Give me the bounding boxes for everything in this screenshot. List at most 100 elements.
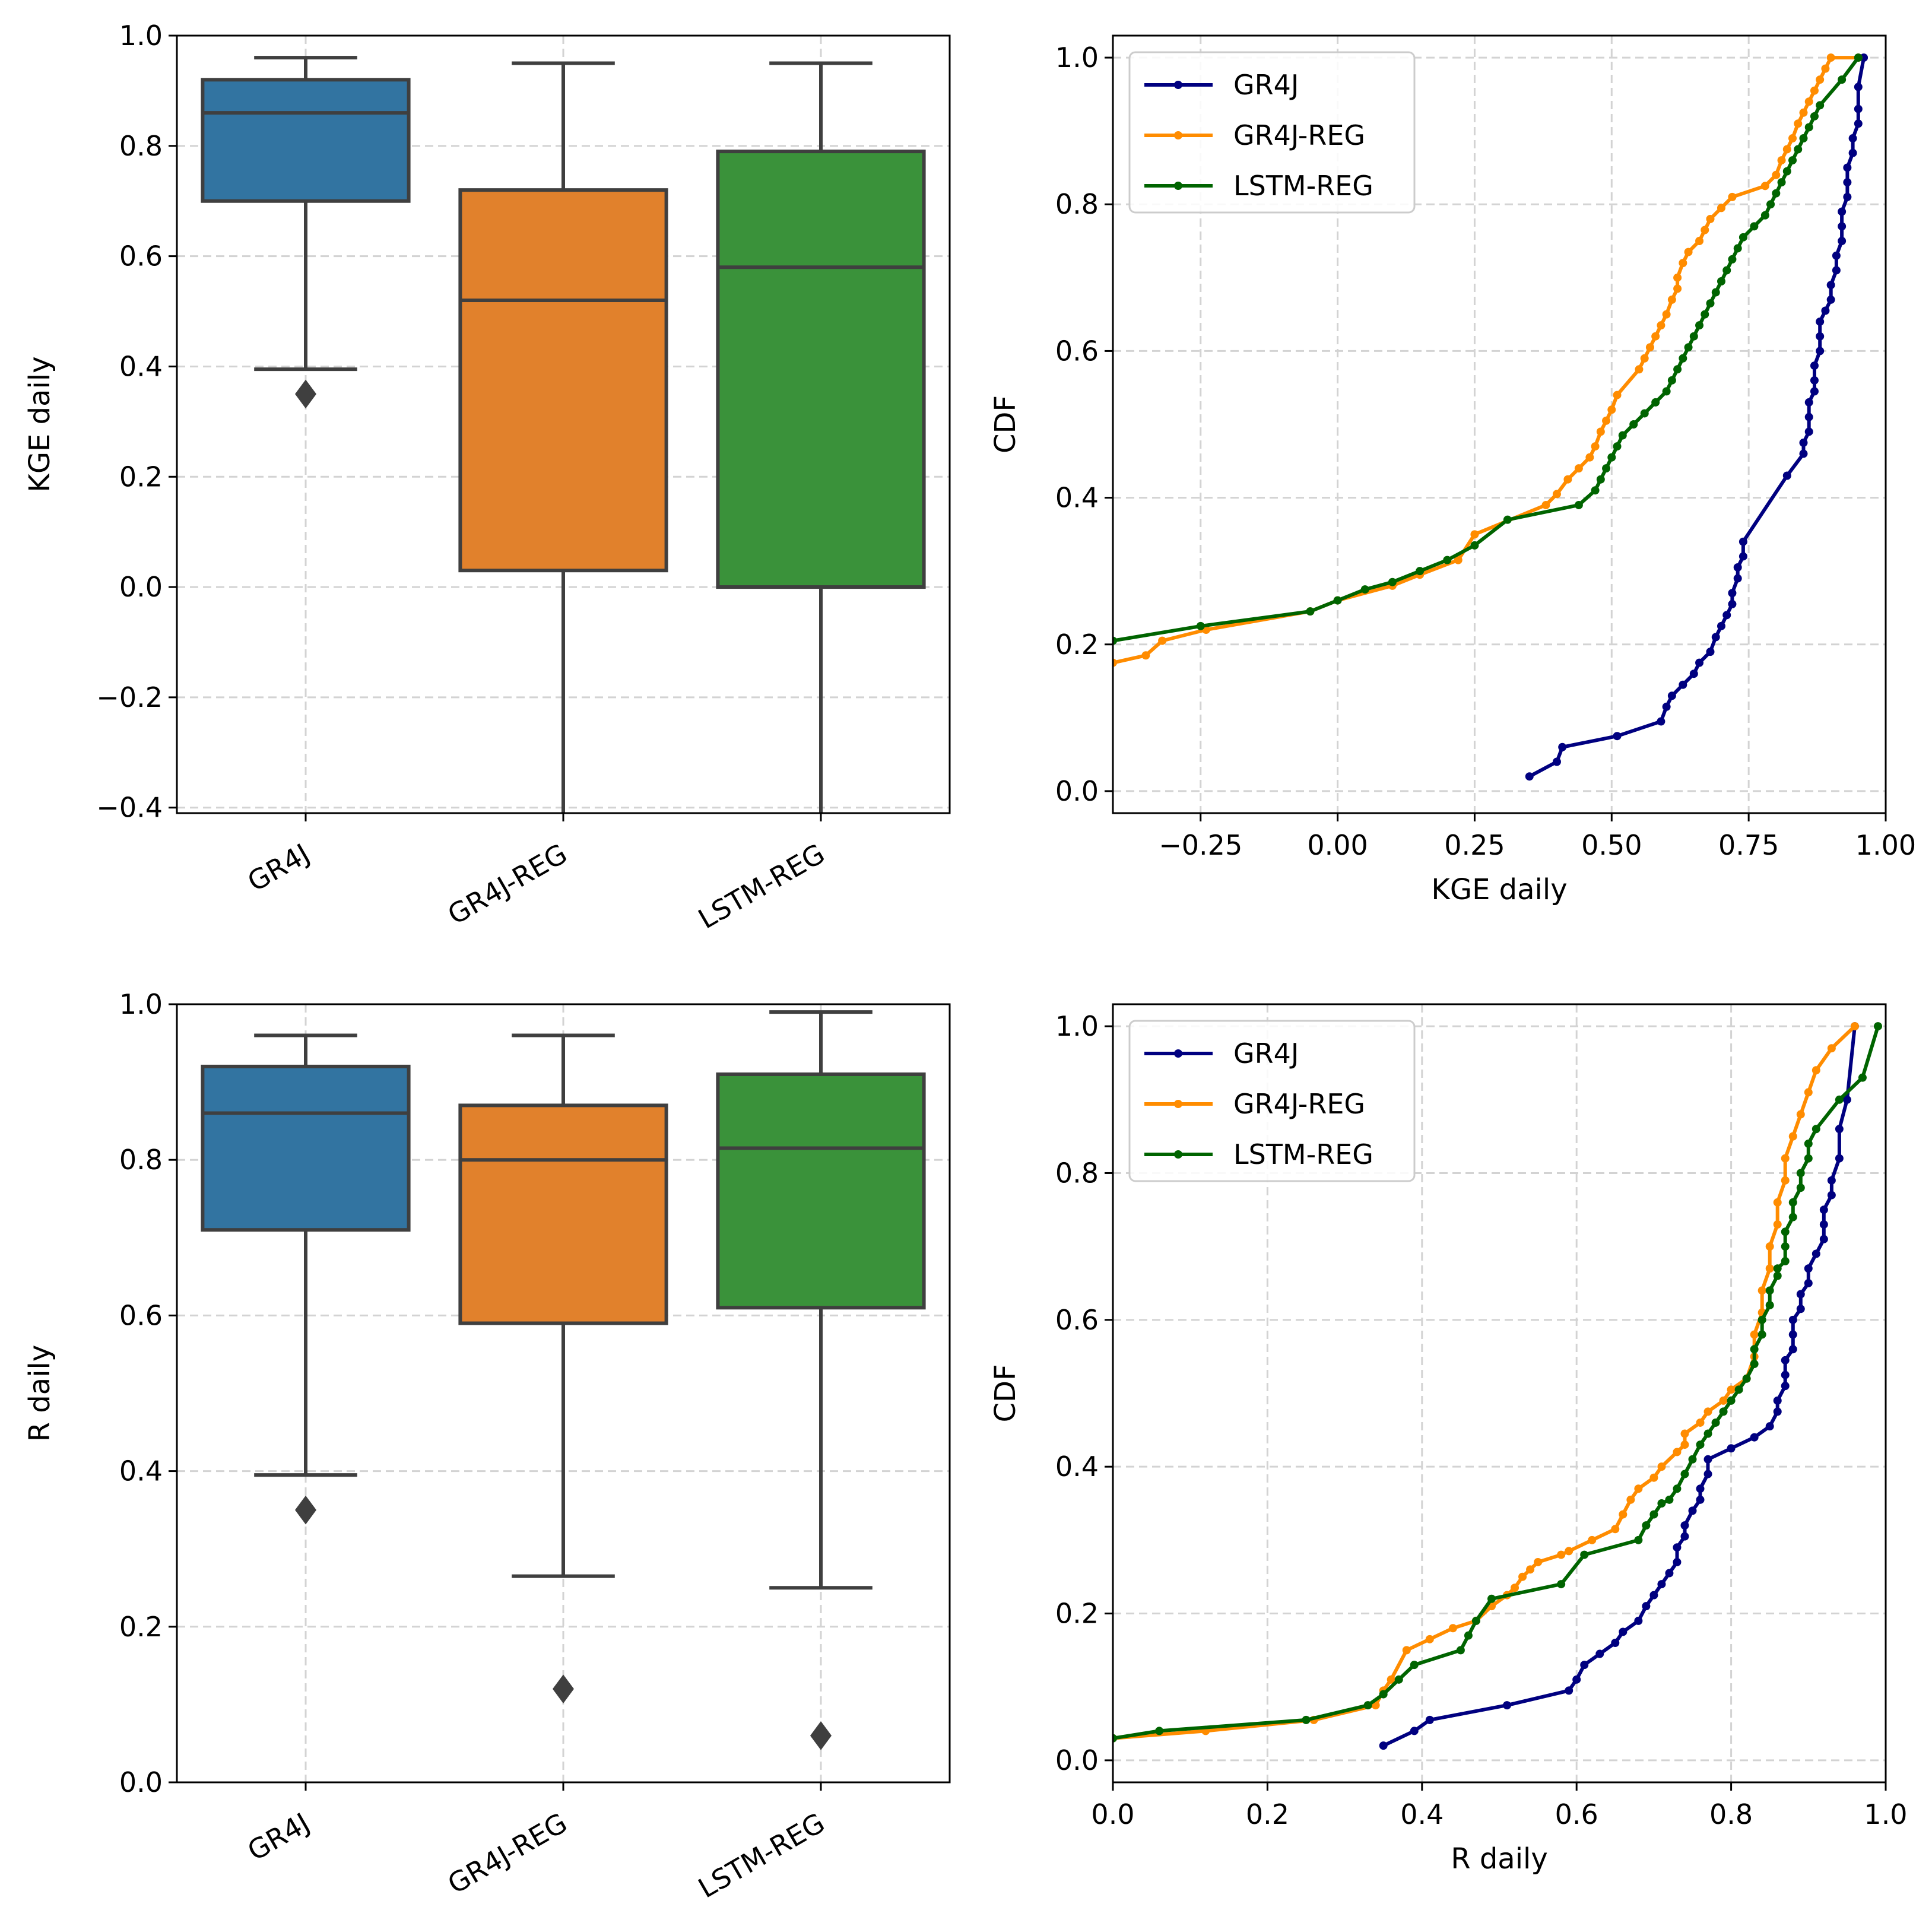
series-point <box>1525 772 1534 781</box>
series-point <box>1640 409 1649 418</box>
series-point <box>1722 611 1731 620</box>
series-point <box>1680 1532 1689 1541</box>
series-point <box>1873 1022 1882 1031</box>
series-point <box>1634 1535 1643 1544</box>
series-point <box>1733 574 1742 583</box>
series-point <box>1706 648 1715 656</box>
series-point <box>1733 244 1742 253</box>
x-axis-label: KGE daily <box>1431 873 1567 906</box>
box-group <box>201 1010 926 1750</box>
legend-label: GR4J <box>1233 69 1299 101</box>
series-point <box>1673 273 1682 282</box>
series-point <box>1728 589 1737 598</box>
series-point <box>1812 1125 1820 1134</box>
series-point <box>1619 1627 1628 1636</box>
series-point <box>1765 1286 1774 1295</box>
series-point <box>1739 552 1747 561</box>
series-point <box>1739 537 1747 546</box>
series-point <box>1781 1154 1790 1163</box>
series-point <box>1703 1407 1712 1416</box>
box-lstm-reg <box>716 1072 926 1310</box>
series-point <box>1706 214 1715 223</box>
series-point <box>1618 431 1627 440</box>
y-tick-label: 0.6 <box>1055 335 1099 367</box>
series-point <box>1804 1264 1813 1273</box>
series-point <box>1552 490 1561 499</box>
y-tick-label: 0.6 <box>119 1299 163 1331</box>
series-point <box>1673 1484 1682 1493</box>
series-point <box>1832 266 1841 275</box>
y-tick-label: 1.0 <box>119 20 163 52</box>
series-point <box>1781 1242 1790 1251</box>
series-point <box>1552 757 1561 766</box>
series-point <box>1826 295 1835 304</box>
box-group <box>201 56 926 813</box>
y-tick-label: 1.0 <box>1055 42 1099 74</box>
series-point <box>1782 167 1791 176</box>
series-point <box>1557 1580 1566 1589</box>
series-point <box>1843 192 1852 201</box>
series-point <box>1680 1470 1689 1478</box>
series-point <box>1689 332 1698 341</box>
series-point <box>1645 343 1654 352</box>
y-tick-label: 0.0 <box>1055 775 1099 807</box>
series-point <box>1613 391 1622 399</box>
series-point <box>1626 1495 1635 1504</box>
y-tick-label: 0.8 <box>1055 188 1099 220</box>
series-point <box>1772 189 1781 198</box>
y-axis-label: R daily <box>23 1345 56 1442</box>
series-point <box>1363 1701 1372 1710</box>
series-point <box>1649 1591 1658 1600</box>
legend-label: GR4J <box>1233 1037 1299 1070</box>
y-tick-label: 0.6 <box>1055 1304 1099 1336</box>
series-point <box>1773 1396 1782 1405</box>
series-point <box>1717 204 1725 212</box>
series-point <box>1657 1462 1666 1471</box>
x-tick-label: 1.0 <box>1864 1798 1907 1830</box>
series-point <box>1613 442 1622 451</box>
series-point <box>1558 742 1567 751</box>
box-gr4j <box>201 78 411 203</box>
outlier-point <box>295 1495 316 1525</box>
series-point <box>1760 211 1769 220</box>
series-point <box>1772 170 1781 179</box>
series-point <box>1848 134 1857 143</box>
series-point <box>1696 1484 1705 1493</box>
series-point <box>1333 596 1342 605</box>
series-point <box>1703 1470 1712 1478</box>
series-point <box>1448 1624 1457 1633</box>
series-point <box>1611 1525 1620 1534</box>
x-tick-label: 0.00 <box>1307 829 1368 861</box>
series-point <box>1410 1727 1419 1735</box>
series-point <box>1819 1235 1828 1243</box>
series-point <box>1580 1661 1589 1670</box>
series-point <box>1657 1499 1666 1508</box>
series-point <box>1688 1506 1697 1515</box>
series-point <box>1742 1374 1751 1383</box>
y-tick-label: 0.4 <box>1055 482 1099 514</box>
x-tick-label: 0.4 <box>1400 1798 1444 1830</box>
series-point <box>1760 182 1769 191</box>
series-point <box>1804 1154 1813 1163</box>
series-point <box>1443 556 1452 564</box>
y-tick-label: 0.4 <box>119 350 163 382</box>
series-point <box>1651 398 1660 407</box>
series-point <box>1810 376 1819 385</box>
series-point <box>1665 1495 1674 1504</box>
y-tick-label: 1.0 <box>1055 1010 1099 1042</box>
series-point <box>1634 1616 1643 1625</box>
series-point <box>1416 567 1425 576</box>
series-point <box>1750 222 1759 231</box>
series-point <box>1534 1557 1543 1566</box>
x-tick-label: 0.0 <box>1091 1798 1134 1830</box>
series-point <box>1387 1675 1395 1684</box>
y-tick-label: 1.0 <box>119 988 163 1020</box>
series-point <box>1591 442 1600 451</box>
x-tick-label: 0.2 <box>1246 1798 1289 1830</box>
legend-marker <box>1174 1150 1182 1159</box>
series-point <box>1464 1631 1473 1640</box>
series-point <box>1613 732 1622 741</box>
kge-cdf-panel: −0.25 0.00 0.25 0.50 0.75 1.00 0.0 0.2 0.4 0.6 0.8… <box>989 34 1916 906</box>
